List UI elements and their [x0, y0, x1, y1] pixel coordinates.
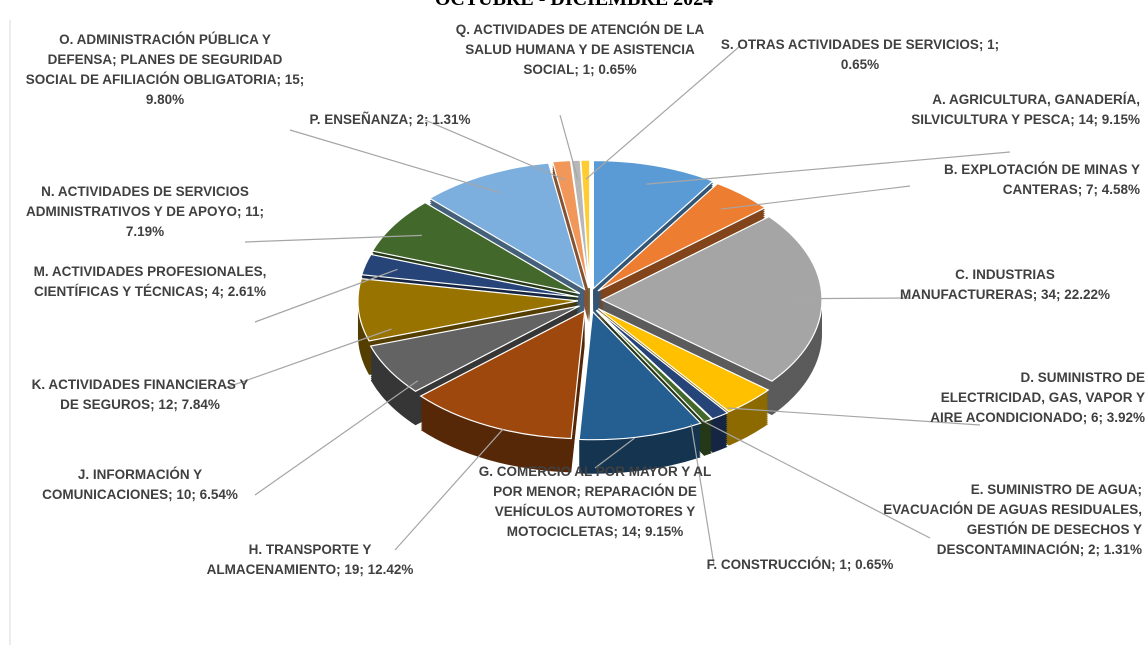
leader-line	[720, 185, 911, 210]
slice	[360, 253, 579, 298]
slice-side	[552, 170, 589, 299]
data-label: Q. ACTIVIDADES DE ATENCIÓN DE LA SALUD H…	[455, 22, 705, 77]
leader-line	[254, 268, 398, 323]
chart-title: OCTUBRE - DICIEMBRE 2024	[0, 0, 1148, 11]
data-label: E. SUMINISTRO DE AGUA; EVACUACIÓN DE AGU…	[883, 482, 1142, 557]
leader-line	[424, 119, 566, 181]
leader-line	[788, 297, 911, 300]
data-label: J. INFORMACIÓN Y COMUNICACIONES; 10; 6.5…	[42, 467, 238, 502]
data-label: C. INDUSTRIAS MANUFACTURERAS; 34; 22.22%	[899, 267, 1111, 302]
data-label: P. ENSEÑANZA; 2; 1.31%	[309, 112, 471, 127]
data-label: A. AGRICULTURA, GANADERÍA, SILVICULTURA …	[911, 92, 1140, 127]
leader-line	[394, 428, 504, 551]
leader-line	[701, 419, 931, 539]
leader-line	[244, 234, 422, 243]
slice	[597, 182, 767, 292]
slice-side	[552, 166, 589, 295]
leader-line	[559, 114, 579, 180]
slice	[551, 159, 590, 289]
leader-line	[690, 424, 715, 566]
data-label: S. OTRAS ACTIVIDADES DE SERVICIOS; 1; 0.…	[720, 37, 1000, 72]
slice-side	[552, 168, 589, 297]
slice	[578, 310, 702, 441]
leader-line	[289, 129, 500, 193]
slice	[580, 159, 591, 289]
data-label: O. ADMINISTRACIÓN PÚBLICA Y DEFENSA; PLA…	[25, 32, 305, 107]
data-label: M. ACTIVIDADES PROFESIONALES, CIENTÍFICA…	[33, 264, 267, 299]
slice	[596, 309, 729, 420]
data-label: G. COMERCIO AL POR MAYOR Y AL POR MENOR;…	[478, 464, 712, 539]
data-label: B. EXPLOTACIÓN DE MINAS Y CANTERAS; 7; 4…	[943, 162, 1140, 197]
leader-line	[646, 151, 1011, 185]
data-label: N. ACTIVIDADES DE SERVICIOS ADMINISTRATI…	[25, 184, 265, 239]
slice	[597, 308, 770, 413]
slice	[428, 162, 586, 291]
slice	[369, 305, 580, 392]
data-label: D. SUMINISTRO DE ELECTRICIDAD, GAS, VAPO…	[930, 370, 1145, 425]
slice	[371, 201, 581, 295]
slice	[357, 277, 579, 342]
slice-side	[552, 172, 589, 301]
data-label: H. TRANSPORTE Y ALMACENAMIENTO; 19; 12.4…	[206, 542, 414, 577]
leader-line	[727, 407, 981, 426]
leader-line	[594, 437, 635, 469]
leader-line	[254, 380, 419, 496]
leader-line	[585, 45, 741, 180]
data-label: F. CONSTRUCCIÓN; 1; 0.65%	[706, 557, 894, 572]
slice	[419, 309, 586, 440]
slice-side	[552, 164, 589, 293]
leader-line	[224, 328, 392, 389]
data-label: K. ACTIVIDADES FINANCIERAS Y DE SEGUROS;…	[31, 377, 249, 412]
